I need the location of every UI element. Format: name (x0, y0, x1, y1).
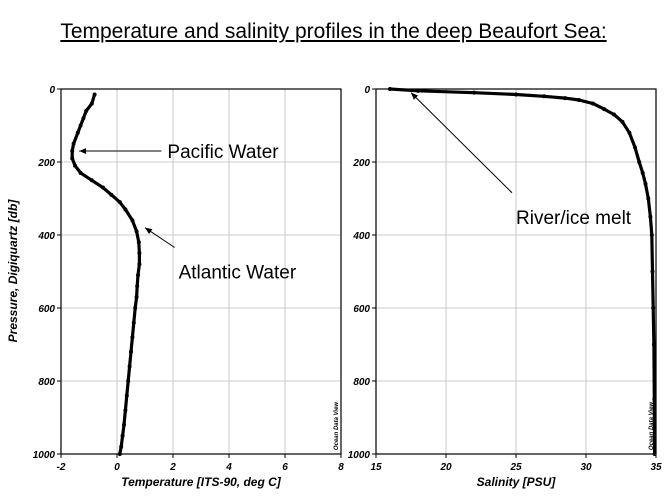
data-point (651, 306, 656, 310)
y-tick-label: 800 (353, 377, 370, 388)
data-point (514, 92, 518, 97)
x-tick-label: 6 (282, 462, 288, 473)
y-tick-label: 0 (49, 85, 55, 96)
data-point (472, 90, 476, 95)
data-point (577, 97, 581, 102)
annotation-label: Pacific Water (167, 142, 279, 163)
y-tick-label: 0 (364, 85, 370, 96)
data-point (73, 163, 77, 168)
data-point (648, 214, 653, 219)
data-point (633, 145, 637, 150)
data-point (649, 233, 654, 237)
data-point (123, 207, 128, 212)
data-point (117, 200, 122, 205)
odv-watermark: Ocean Data View (649, 402, 655, 450)
y-tick-label: 600 (353, 304, 370, 315)
x-tick-label: 30 (580, 462, 592, 473)
data-point (89, 101, 94, 106)
y-tick-label: 200 (37, 158, 55, 169)
data-point (591, 101, 595, 106)
data-point (126, 379, 131, 383)
data-point (92, 92, 97, 97)
data-point (134, 229, 139, 234)
data-point (612, 112, 616, 117)
data-point (637, 160, 642, 164)
data-point (75, 130, 80, 135)
panel-2: 15 20 25 30 35 0 200 400 600 800 1000 Salinity [PSU… (348, 85, 662, 489)
data-point (640, 170, 645, 175)
data-point (78, 170, 83, 175)
data-point (620, 119, 625, 124)
x-tick-label: 15 (370, 462, 382, 473)
data-point (119, 444, 124, 449)
panel-1: -2 0 2 4 6 8 0 200 400 600 800 1000 Temperature [ITS… (33, 85, 344, 489)
y-tick-label: 1000 (348, 450, 371, 461)
x-axis-label: Salinity [PSU] (477, 475, 557, 489)
data-point (563, 96, 567, 101)
data-point (130, 218, 135, 223)
y-tick-label: 1000 (33, 450, 56, 461)
data-point (136, 240, 141, 245)
data-point (109, 192, 114, 197)
data-point (135, 284, 140, 289)
page-title: Temperature and salinity profiles in the… (60, 20, 607, 43)
y-tick-label: 600 (38, 304, 55, 315)
data-point (652, 397, 657, 402)
annotation-arrow (144, 227, 175, 248)
data-point (120, 433, 125, 438)
x-tick-label: 8 (338, 462, 344, 473)
data-point (131, 320, 136, 325)
data-point (137, 262, 142, 267)
data-point (101, 185, 105, 190)
data-point (122, 422, 126, 427)
x-tick-label: 4 (225, 462, 232, 473)
y-tick-label: 400 (37, 231, 55, 242)
data-point (137, 251, 142, 256)
y-tick-label: 400 (352, 231, 370, 242)
data-point (71, 141, 76, 146)
data-point (129, 349, 133, 354)
x-tick-label: -2 (57, 462, 66, 473)
x-tick-label: 0 (114, 462, 120, 473)
series-line (70, 92, 141, 456)
data-point (127, 364, 132, 369)
data-point (123, 408, 128, 413)
y-tick-label: 200 (352, 158, 370, 169)
data-point (627, 130, 632, 135)
annotation-label: River/ice melt (516, 208, 632, 229)
data-point (78, 123, 83, 128)
x-tick-label: 20 (439, 462, 452, 473)
y-axis-label: Pressure, Digiquartz [db] (6, 199, 20, 343)
data-point (643, 181, 648, 186)
data-point (84, 108, 89, 113)
data-point (134, 295, 139, 300)
data-point (130, 335, 135, 340)
odv-watermark: Ocean Data View (334, 402, 340, 450)
plot-frame (60, 88, 342, 455)
data-point (542, 94, 546, 99)
x-tick-label: 25 (509, 462, 522, 473)
data-point (651, 342, 656, 347)
x-tick-label: 35 (650, 462, 662, 473)
series-line (388, 87, 657, 456)
data-point (89, 178, 94, 183)
data-point (602, 107, 607, 112)
data-point (416, 88, 420, 93)
data-point (136, 273, 140, 278)
data-point (70, 156, 75, 161)
data-point (646, 196, 651, 201)
annotation-label: Atlantic Water (179, 263, 297, 284)
data-point (124, 393, 129, 398)
data-point (133, 306, 138, 310)
x-tick-label: 2 (169, 462, 176, 473)
data-point (650, 269, 655, 274)
y-tick-label: 800 (38, 377, 55, 388)
data-point (70, 149, 75, 154)
data-point (81, 116, 86, 121)
annotation-arrow (410, 92, 513, 194)
x-axis-label: Temperature [ITS-90, deg C] (121, 475, 282, 489)
